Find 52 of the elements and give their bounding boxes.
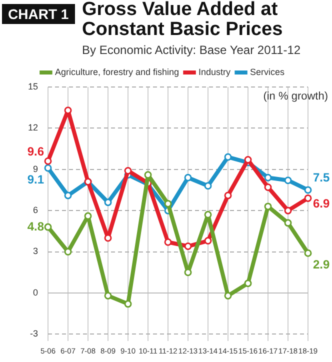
point	[64, 192, 72, 200]
point	[44, 164, 52, 172]
point	[284, 206, 292, 214]
data-label: 4.8	[27, 219, 44, 234]
point	[104, 292, 112, 300]
point	[304, 249, 312, 257]
point	[224, 153, 232, 161]
y-tick-label: 6	[32, 205, 38, 216]
data-label: 2.9	[313, 257, 330, 272]
point	[304, 194, 312, 202]
point	[284, 176, 292, 184]
chart-title: Gross Value Added at Constant Basic Prices	[82, 0, 284, 40]
point	[124, 300, 132, 308]
point	[184, 174, 192, 182]
data-label: 6.9	[313, 196, 330, 211]
point	[184, 268, 192, 276]
point	[164, 200, 172, 208]
point	[44, 223, 52, 231]
point	[124, 167, 132, 174]
point	[84, 212, 92, 220]
y-tick-label: 3	[32, 246, 38, 256]
y-tick-label: 9	[32, 164, 38, 174]
y-tick-label: 12	[28, 122, 38, 133]
point	[184, 242, 192, 250]
point	[144, 171, 152, 179]
point	[164, 238, 172, 246]
point	[244, 280, 252, 288]
point	[224, 292, 232, 300]
point	[204, 210, 212, 218]
point	[104, 198, 112, 206]
annotation: (in % growth)	[263, 90, 328, 103]
data-label: 9.1	[27, 172, 44, 186]
point	[264, 183, 272, 191]
point	[44, 157, 52, 165]
point	[204, 237, 212, 245]
point	[264, 174, 272, 182]
point	[284, 219, 292, 227]
point	[64, 248, 72, 256]
chart-subtitle: By Economic Activity: Base Year 2011-12	[82, 43, 301, 57]
legend-label: Agriculture, forestry and fishing	[54, 66, 180, 77]
data-label: 9.6	[27, 144, 44, 158]
y-tick-label: -3	[30, 328, 38, 339]
y-tick-label: 15	[28, 81, 38, 92]
legend-label: Industry	[198, 66, 232, 77]
point	[204, 182, 212, 190]
legend-label: Services	[250, 66, 286, 77]
point	[304, 186, 312, 194]
data-label: 7.5	[313, 170, 330, 184]
y-tick-label: 0	[32, 287, 38, 298]
point	[264, 202, 272, 210]
caption: CHART 1	[2, 4, 75, 24]
point	[224, 192, 232, 200]
